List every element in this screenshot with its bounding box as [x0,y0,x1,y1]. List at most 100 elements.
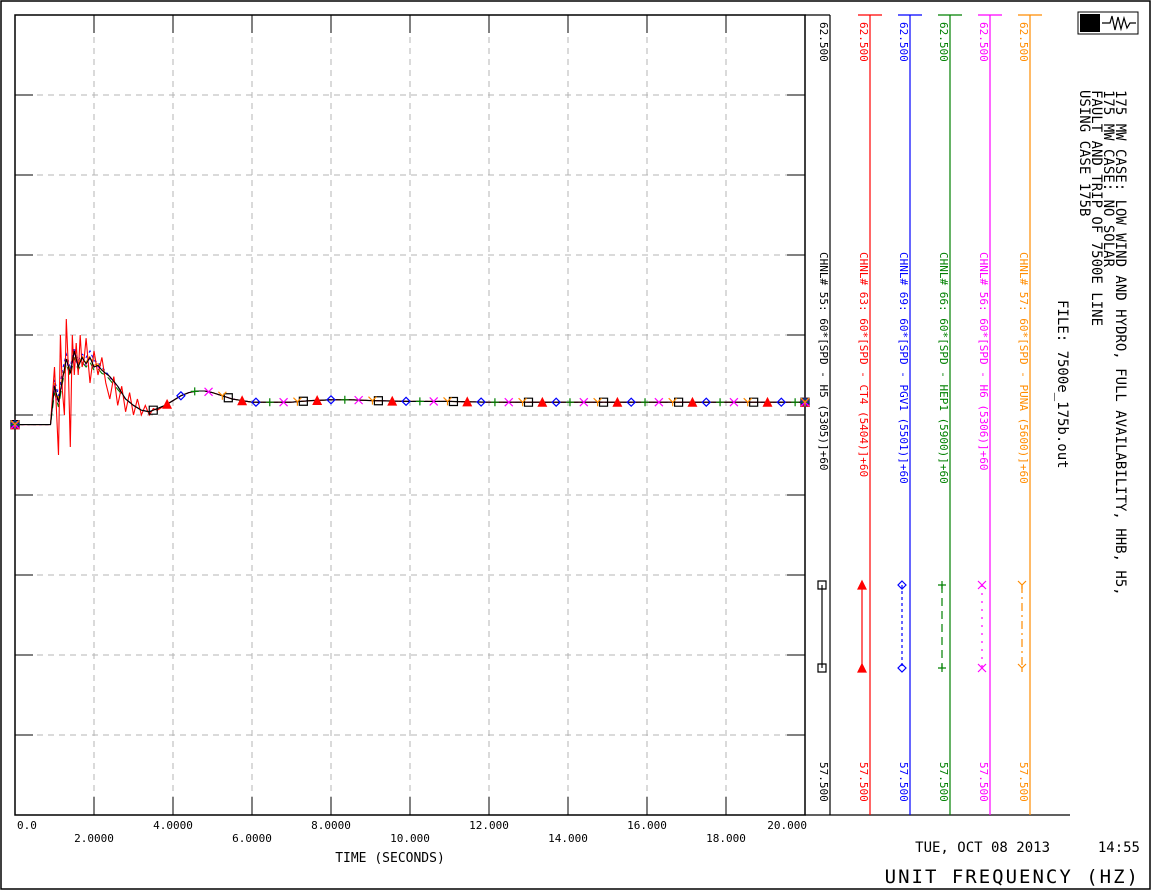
legend-panel: 62.500 57.500 CHNL# 55: 60*[SPD - H5 (5305… [805,14,1070,816]
series-marker-ch66 [716,398,725,407]
legend-marker-sample [938,664,946,672]
x-tick-label: 4.0000 [153,819,193,832]
series-marker-ch55 [223,393,233,403]
legend-ymax-label: 62.500 [857,22,870,62]
series-marker-ch66 [190,387,199,396]
x-tick-label: 12.000 [469,819,509,832]
series-marker-ch57 [443,396,452,406]
series-marker-ch63 [762,396,773,407]
series-marker-ch55 [674,397,684,407]
legend-ymax-label: 62.500 [897,22,910,62]
series-marker-ch55 [298,396,308,406]
series-marker-ch69 [326,394,336,405]
legend-ymax-label: 62.500 [937,22,950,62]
series-marker-ch57 [293,397,302,406]
series-marker-ch56 [354,395,364,405]
legend-marker-sample [897,580,907,590]
series-marker-ch57 [217,391,227,400]
x-tick-label: 16.000 [627,819,667,832]
run-time: 14:55 [1098,840,1140,856]
legend-series-name: CHNL# 55: 60*[SPD - H5 (5305)]+60 [817,252,830,471]
series-marker-ch56 [729,397,739,407]
legend-ymax-label: 62.500 [817,22,830,62]
x-tick-label: 2.0000 [74,832,114,845]
series-marker-ch66 [641,398,650,407]
series-marker-ch63 [687,396,698,407]
series-marker-ch63 [462,396,473,407]
series-marker-ch63 [237,395,248,406]
x-axis-title: TIME (SECONDS) [335,851,445,866]
legend-series-name: CHNL# 63: 60*[SPD - CT4 (5404)]+60 [857,252,870,477]
logo-text-block [1080,14,1100,32]
series-marker-ch63 [387,395,398,406]
legend-marker-sample [938,581,946,589]
series-marker-ch69 [476,397,486,407]
series-marker-ch66 [415,397,424,406]
series-marker-ch69 [551,397,561,408]
x-tick-label: 18.000 [706,832,746,845]
title-line-4: USING CASE 175B [1076,90,1092,216]
legend-series-name: CHNL# 56: 60*[SPD - H6 (5306)]+60 [977,252,990,471]
series-marker-ch69 [776,397,787,408]
legend-marker-sample [857,579,867,590]
series-marker-ch66 [340,395,349,404]
legend-marker-sample [817,580,827,590]
title-line-2: 175 MW CASE: NO SOLAR [1100,90,1116,268]
legend-ymax-label: 62.500 [1017,22,1030,62]
series-markers [10,387,810,430]
series-marker-ch66 [490,398,499,407]
series-marker-ch56 [204,387,213,397]
file-label: FILE: 7500e_175b.out [1054,300,1070,469]
series-marker-ch57 [800,397,810,407]
series-marker-ch69 [176,390,186,401]
legend-series-name: CHNL# 69: 60*[SPD - PGV1 (5501)]+60 [897,252,910,484]
legend-marker-sample [897,663,907,673]
legend-series-name: CHNL# 57: 60*[SPD - PUNA (5600)]+60 [1017,252,1030,484]
series-marker-ch56 [579,397,589,407]
legend-marker-sample [817,663,827,673]
legend-ymax-label: 62.500 [977,22,990,62]
series-marker-ch66 [791,398,800,407]
series-marker-ch55 [148,405,158,415]
series-marker-ch69 [626,397,637,408]
series-marker-ch63 [537,396,548,407]
title-line-1: 175 MW CASE: LOW WIND AND HYDRO, FULL AV… [1112,90,1128,596]
series-marker-ch63 [162,398,173,409]
logo-wave-icon [1102,15,1136,32]
title-line-3: FAULT AND TRIP OF 7500E LINE [1088,90,1104,326]
series-marker-ch57 [10,420,20,429]
x-tick-label: 10.000 [390,832,430,845]
series-marker-ch57 [368,396,377,405]
series-marker-ch69 [401,396,411,407]
series-marker-ch56 [504,397,514,407]
legend-marker-sample [977,580,987,590]
series-marker-ch57 [668,397,678,407]
legend-marker-sample [977,663,987,673]
series-marker-ch69 [251,397,261,408]
series-marker-ch57 [743,397,753,407]
series-marker-ch57 [518,397,527,407]
plot-frame [14,14,806,816]
x-tick-label: 6.0000 [232,832,272,845]
legend-ymin-label: 57.500 [897,762,910,802]
x-tick-label: 0.0 [17,819,37,832]
x-tick-label: 20.000 [767,819,807,832]
series-marker-ch56 [429,396,439,406]
x-tick-label: 14.000 [548,832,588,845]
header-block: 175 MW CASE: LOW WIND AND HYDRO, FULL AV… [1054,11,1139,596]
legend-ymin-label: 57.500 [1017,762,1030,802]
series-marker-ch66 [265,398,274,407]
legend-series-name: CHNL# 66: 60*[SPD - HEP1 (5900)]+60 [937,252,950,484]
series-marker-ch55 [373,396,383,406]
series-marker-ch55 [749,397,759,407]
series-marker-ch69 [701,397,712,408]
siemens-logo [1077,11,1139,35]
series-marker-ch63 [312,395,323,405]
legend-ymin-label: 57.500 [977,762,990,802]
series-marker-ch55 [523,397,534,407]
plot-grid [15,15,805,815]
series-marker-ch56 [279,397,289,407]
x-axis-ticks: 0.0 2.0000 4.0000 6.0000 8.0000 10.000 12.000 1… [17,819,807,845]
